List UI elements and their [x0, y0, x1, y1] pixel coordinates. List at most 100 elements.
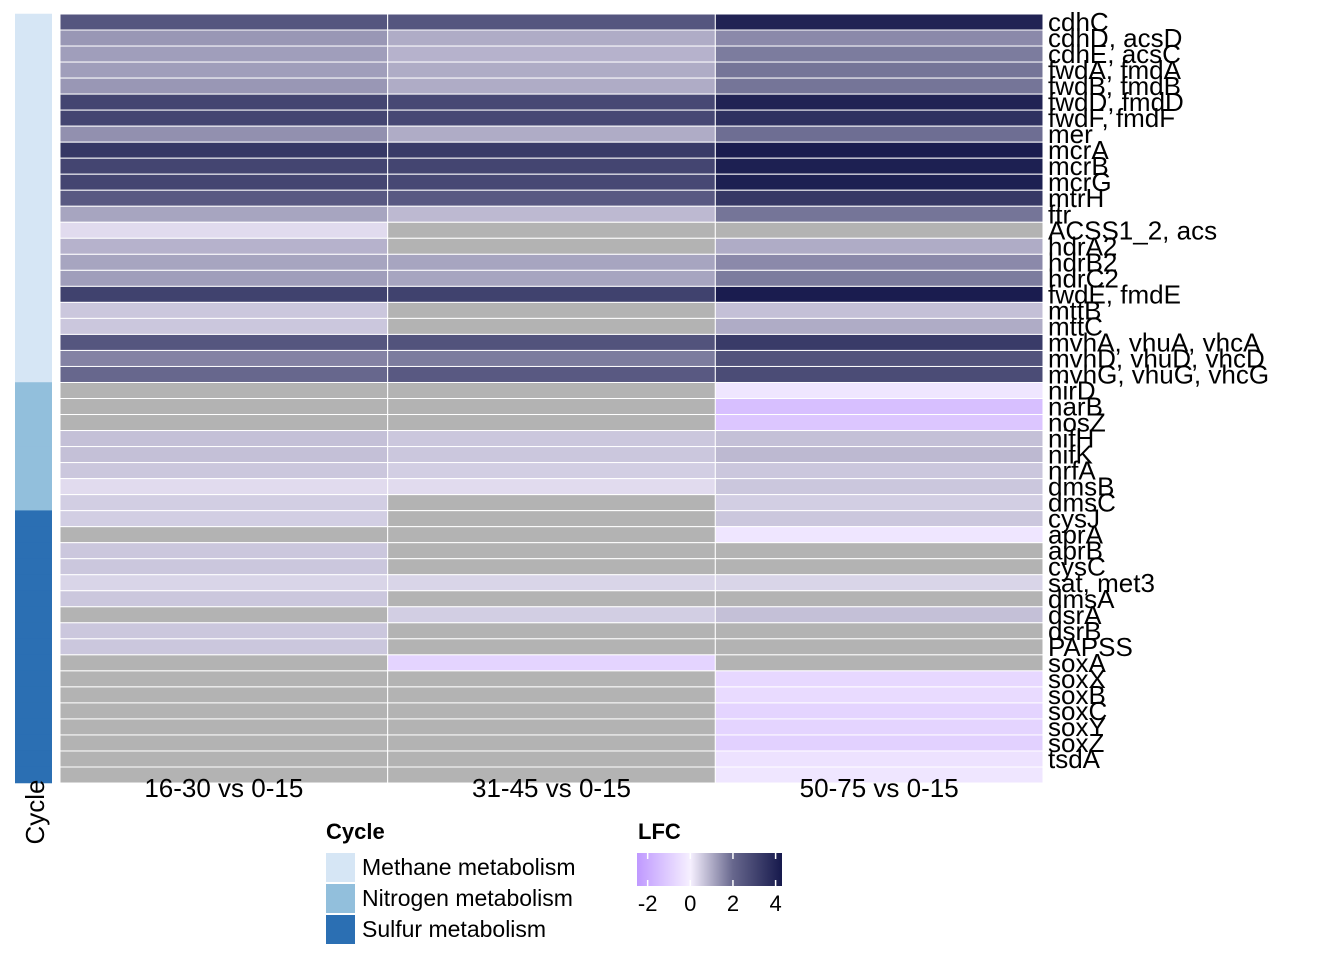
- heatmap-cell: [714, 558, 1044, 576]
- heatmap-cell: [59, 141, 389, 159]
- row-label: mcrA: [1048, 135, 1109, 165]
- cycle-annotation-cell: [15, 654, 52, 672]
- heatmap-cell: [714, 29, 1044, 47]
- heatmap-cell: [59, 542, 389, 560]
- row-label: dmsC: [1048, 488, 1116, 518]
- heatmap-cell: [387, 317, 716, 335]
- heatmap-cell: [59, 638, 389, 656]
- row-label: aprB: [1048, 536, 1103, 566]
- cycle-annotation-bar: [15, 13, 52, 784]
- heatmap-cell: [714, 109, 1044, 127]
- heatmap-cell: [387, 430, 716, 448]
- heatmap-cell: [387, 365, 716, 383]
- cycle-annotation-cell: [15, 206, 52, 223]
- row-label: narB: [1048, 392, 1103, 422]
- row-label: dmsA: [1048, 584, 1115, 614]
- heatmap-cell: [714, 285, 1044, 303]
- heatmap-cell: [714, 750, 1044, 768]
- heatmap-cell: [59, 77, 389, 95]
- row-label: soxC: [1048, 696, 1107, 726]
- cycle-annotation-cell: [15, 750, 52, 768]
- heatmap-cell: [387, 381, 716, 400]
- row-label: nirD: [1048, 376, 1096, 406]
- heatmap-cell: [59, 622, 389, 640]
- row-label: mcrB: [1048, 151, 1109, 181]
- heatmap-cell: [714, 221, 1044, 239]
- heatmap-cell: [387, 398, 716, 416]
- heatmap-cell: [387, 526, 716, 544]
- heatmap-cell: [59, 205, 389, 223]
- cycle-annotation-cell: [15, 302, 52, 319]
- cycle-annotation-cell: [15, 254, 52, 271]
- heatmap-cell: [387, 414, 716, 432]
- cycle-annotation-cell: [15, 718, 52, 736]
- heatmap-cell: [714, 381, 1044, 400]
- column-label: 31-45 vs 0-15: [472, 773, 631, 803]
- heatmap-cell: [714, 141, 1044, 159]
- cycle-annotation-label: Cycle: [20, 779, 50, 844]
- cycle-annotation-cell: [15, 173, 52, 191]
- heatmap-cell: [387, 718, 716, 736]
- heatmap-cell: [59, 702, 389, 720]
- row-label: cdhC: [1048, 7, 1109, 37]
- heatmap-cell: [59, 333, 389, 351]
- lfc-tick-label: -2: [638, 891, 658, 916]
- heatmap-cell: [59, 365, 389, 383]
- row-label: mtrH: [1048, 183, 1104, 213]
- row-label: soxX: [1048, 664, 1106, 694]
- heatmap-cell: [59, 173, 389, 191]
- row-label: fwdE, fmdE: [1048, 279, 1181, 309]
- row-label: mvhD, vhuD, vhcD: [1048, 343, 1265, 373]
- row-label: mttC: [1048, 311, 1103, 341]
- heatmap-cell: [59, 718, 389, 736]
- heatmap-cell: [59, 317, 389, 335]
- cycle-annotation-cell: [15, 398, 52, 415]
- heatmap-cell: [714, 205, 1044, 223]
- heatmap-cell: [714, 606, 1044, 624]
- heatmap-cell: [59, 574, 389, 592]
- heatmap-cells: [59, 13, 1044, 784]
- heatmap-cell: [714, 253, 1044, 271]
- row-label: nosZ: [1048, 408, 1106, 438]
- cycle-annotation-cell: [15, 670, 52, 688]
- heatmap-cell: [714, 301, 1044, 319]
- heatmap-cell: [387, 253, 716, 271]
- cycle-annotation-cell: [15, 638, 52, 656]
- row-label: fwdF, fmdF: [1048, 103, 1175, 133]
- heatmap-cell: [387, 125, 716, 143]
- column-label: 16-30 vs 0-15: [144, 773, 303, 803]
- heatmap-cell: [59, 93, 389, 111]
- heatmap-cell: [59, 462, 389, 480]
- heatmap-cell: [714, 398, 1044, 416]
- cycle-annotation-cell: [15, 45, 52, 63]
- heatmap-cell: [59, 285, 389, 303]
- heatmap-cell: [714, 718, 1044, 736]
- cycle-annotation-cell: [15, 526, 52, 543]
- lfc-tick-label: 4: [769, 891, 781, 916]
- heatmap-cell: [59, 61, 389, 79]
- heatmap-cell: [387, 221, 716, 239]
- heatmap-cell: [59, 221, 389, 239]
- cycle-annotation-cell: [15, 622, 52, 640]
- heatmap-cell: [714, 157, 1044, 175]
- cycle-legend-label: Methane metabolism: [362, 854, 576, 880]
- heatmap-cell: [714, 77, 1044, 95]
- row-label: aprA: [1048, 520, 1104, 550]
- cycle-annotation-cell: [15, 189, 52, 207]
- heatmap-cell: [387, 494, 716, 512]
- heatmap-cell: [387, 462, 716, 480]
- row-label: mvhG, vhuG, vhcG: [1048, 359, 1269, 389]
- row-label: nifH: [1048, 424, 1094, 454]
- cycle-annotation-cell: [15, 606, 52, 624]
- row-label: fwdB, fmdB: [1048, 71, 1181, 101]
- cycle-legend-label: Sulfur metabolism: [362, 916, 546, 942]
- cycle-legend-title: Cycle: [326, 819, 385, 844]
- row-label: mcrG: [1048, 167, 1112, 197]
- row-label: soxB: [1048, 680, 1106, 710]
- row-label: mttB: [1048, 295, 1101, 325]
- cycle-annotation-cell: [15, 238, 52, 255]
- heatmap-cell: [714, 414, 1044, 432]
- heatmap-cell: [714, 622, 1044, 640]
- row-label: dmsB: [1048, 472, 1114, 502]
